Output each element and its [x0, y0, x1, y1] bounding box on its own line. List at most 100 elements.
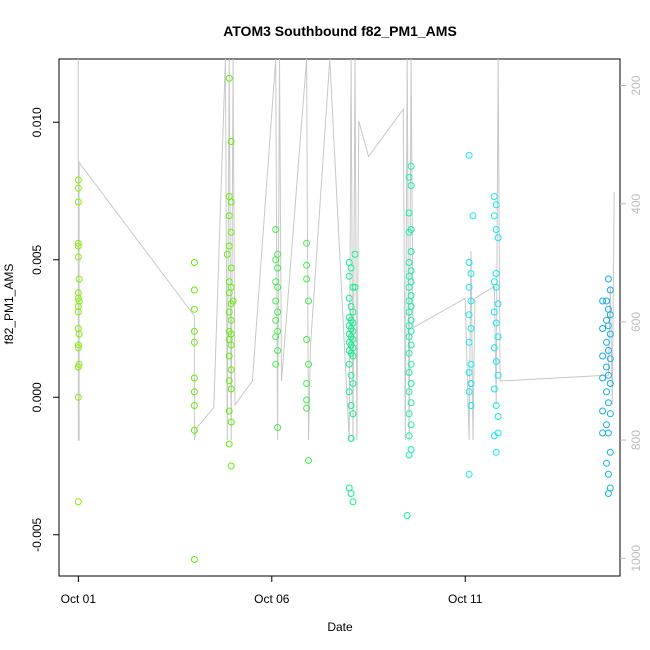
data-point [604, 490, 612, 497]
data-point [272, 297, 280, 305]
data-point [225, 352, 233, 360]
data-point [303, 275, 311, 283]
data-point [225, 377, 233, 385]
data-point [303, 380, 311, 387]
data-point [492, 448, 500, 456]
x-tick-label: Oct 01 [61, 592, 97, 606]
data-point [272, 333, 280, 341]
data-point [465, 259, 473, 266]
data-point [604, 371, 612, 379]
y-tick-label: 0.005 [30, 244, 44, 274]
right-axis: 200 400 600 800 1000 [620, 75, 643, 572]
data-point [225, 242, 233, 250]
data-point [190, 338, 198, 346]
data-point [303, 336, 311, 343]
data-point [490, 212, 498, 220]
data-point [229, 297, 237, 305]
data-point [190, 259, 198, 266]
data-point [467, 297, 475, 305]
data-point [465, 369, 473, 376]
data-point [405, 228, 413, 236]
data-point [272, 226, 280, 233]
data-point [190, 556, 198, 563]
data-point [223, 250, 231, 258]
data-point [403, 512, 411, 519]
data-point [603, 338, 610, 346]
data-point [407, 182, 415, 189]
data-point [407, 341, 415, 349]
data-point [492, 358, 500, 365]
data-point [603, 388, 610, 396]
data-point [407, 399, 415, 407]
data-point [190, 286, 198, 294]
data-point [492, 201, 500, 209]
y-axis-label: f82_PM1_AMS [2, 264, 16, 345]
x-axis: Oct 01 Oct 06 Oct 11 [61, 576, 483, 606]
data-point [227, 264, 235, 272]
plot-frame [58, 58, 621, 577]
data-point [75, 275, 83, 283]
y-axis: -0.005 0.000 0.005 0.010 [30, 107, 59, 552]
data-point [494, 413, 502, 420]
data-point [227, 228, 235, 236]
data-point [606, 410, 614, 418]
data-point [227, 366, 235, 374]
data-point [345, 272, 353, 280]
data-point [465, 338, 473, 346]
data-point [492, 319, 500, 327]
data-point [606, 330, 614, 338]
data-point [190, 327, 198, 335]
data-point [405, 432, 413, 440]
data-point [349, 380, 357, 387]
data-point [465, 470, 473, 478]
data-point [351, 283, 359, 291]
data-point [225, 407, 233, 415]
data-point [603, 421, 610, 429]
x-tick-label: Oct 11 [448, 592, 483, 606]
data-point [604, 470, 612, 478]
data-point [405, 410, 413, 418]
chart-title: ATOM3 Southbound f82_PM1_AMS [223, 23, 457, 39]
data-point [345, 360, 353, 368]
data-point [74, 242, 82, 250]
data-point [274, 424, 282, 431]
data-point [225, 212, 233, 220]
data-point [405, 349, 413, 357]
data-point [349, 410, 357, 418]
data-points-layer [74, 74, 614, 563]
data-point [604, 322, 612, 330]
data-point [603, 363, 610, 371]
data-point [606, 355, 614, 363]
x-tick-label: Oct 06 [254, 592, 290, 606]
data-point [225, 440, 233, 448]
data-point [349, 308, 357, 316]
data-point [405, 259, 413, 266]
data-point [190, 374, 198, 382]
data-point [490, 385, 498, 393]
data-point [349, 352, 357, 360]
data-point [465, 151, 473, 159]
data-point [75, 330, 83, 338]
data-point [303, 261, 311, 269]
data-point [190, 402, 198, 409]
data-point [494, 371, 502, 379]
data-point [606, 311, 614, 319]
data-point [492, 283, 500, 291]
data-point [347, 435, 355, 442]
data-point [349, 498, 357, 506]
data-point [407, 248, 415, 255]
data-point [599, 297, 607, 305]
data-point [74, 308, 82, 316]
data-point [494, 333, 502, 341]
data-point [494, 429, 502, 437]
data-point [190, 426, 198, 434]
y-tick-label: 0.000 [30, 382, 44, 412]
data-point [467, 402, 475, 409]
data-point [274, 264, 282, 272]
data-point [405, 333, 413, 341]
right-tick-label: 800 [629, 430, 643, 450]
data-point [272, 256, 280, 264]
y-tick-label: -0.005 [30, 517, 44, 551]
data-point [274, 283, 282, 291]
pressure-trace-line [77, 58, 615, 441]
